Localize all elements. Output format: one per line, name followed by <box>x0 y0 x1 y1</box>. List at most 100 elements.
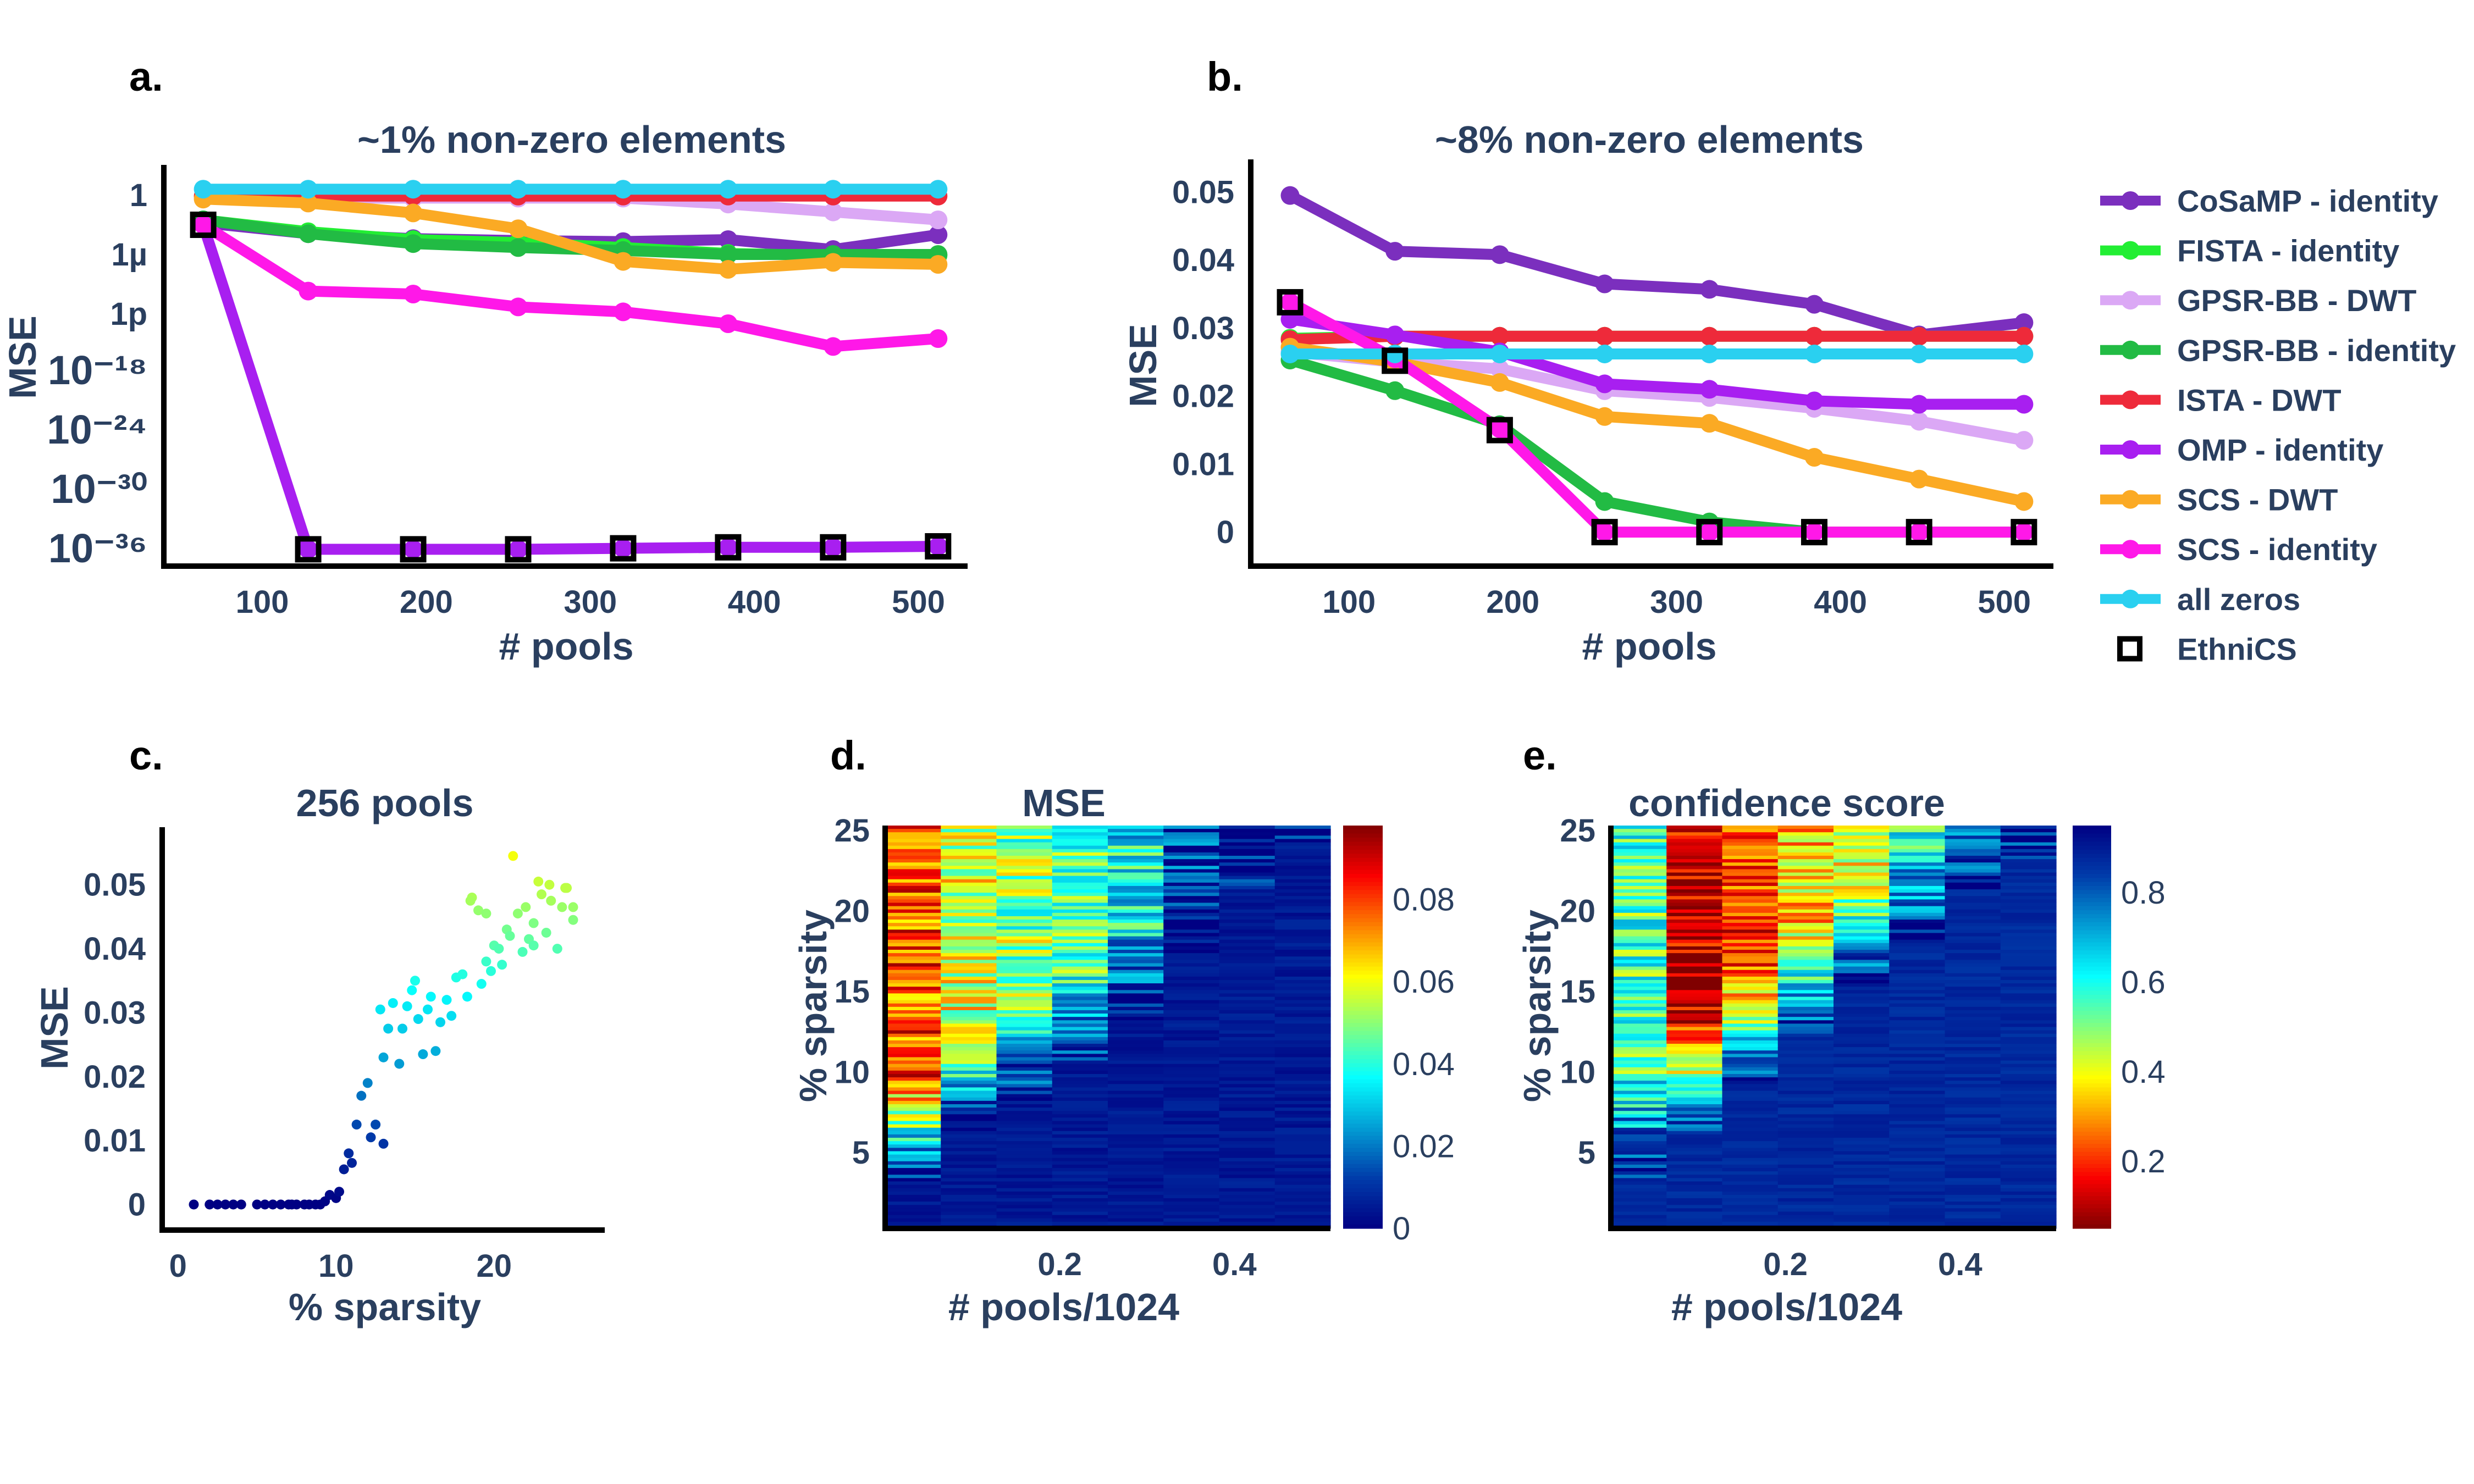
heatmap-cell <box>996 1151 1053 1155</box>
colorbar-segment <box>1343 1075 1383 1080</box>
heatmap-cell <box>1108 1090 1164 1095</box>
heatmap-cell <box>996 933 1053 937</box>
heatmap-cell <box>1666 1054 1723 1058</box>
heatmap-cell <box>1777 1138 1834 1142</box>
heatmap-cell <box>1722 1047 1779 1051</box>
colorbar-segment <box>1343 1039 1383 1044</box>
heatmap-cell <box>885 859 941 863</box>
heatmap-cell <box>941 909 997 913</box>
ethnics-marker <box>610 535 637 562</box>
heatmap-cell <box>1163 1211 1220 1216</box>
heatmap-cell <box>1163 885 1220 890</box>
heatmap-cell <box>1108 1198 1164 1202</box>
heatmap-cell <box>1722 929 1779 934</box>
heatmap-cell <box>1219 1074 1275 1078</box>
heatmap-cell <box>1666 1158 1723 1162</box>
heatmap-cell <box>1777 979 1834 984</box>
heatmap-cell <box>1274 1104 1331 1108</box>
ethnics-marker <box>1591 519 1618 546</box>
heatmap-cell <box>1945 936 2001 940</box>
heatmap-cell <box>1108 1121 1164 1125</box>
heatmap-cell <box>1834 983 1890 987</box>
heatmap-cell <box>996 1175 1053 1178</box>
heatmap-cells <box>1611 826 2057 1229</box>
legend-item-scs-dwt: SCS - DWT <box>2100 483 2338 517</box>
colorbar: 00.020.040.060.08 <box>1343 826 1455 1247</box>
colorbar-segment <box>2073 861 2111 866</box>
heatmap-cell <box>996 953 1053 957</box>
series-point <box>509 219 528 239</box>
heatmap-cell <box>1777 923 1834 927</box>
heatmap-cell <box>1219 876 1275 880</box>
heatmap-cell <box>2000 950 2057 954</box>
heatmap-cell <box>996 1030 1053 1034</box>
colorbar-segment <box>1343 1151 1383 1156</box>
heatmap-cell <box>1722 1067 1779 1071</box>
heatmap-cell <box>1945 859 2001 863</box>
heatmap-cell <box>2000 990 2057 994</box>
heatmap-cell <box>1666 1023 1723 1028</box>
series-point <box>1280 186 1300 205</box>
heatmap-cell <box>1108 1151 1164 1155</box>
heatmap-cell <box>1108 923 1164 927</box>
heatmap-cell <box>1108 1074 1164 1078</box>
heatmap-cell <box>996 960 1053 964</box>
legend-marker <box>2121 440 2140 459</box>
heatmap-cell <box>1889 1030 1946 1034</box>
heatmap-cell <box>1274 862 1331 866</box>
colorbar-segment <box>1343 1055 1383 1060</box>
heatmap-cell <box>1722 1121 1779 1125</box>
scatter-point <box>371 1120 381 1130</box>
panel-label-c: c. <box>129 733 163 778</box>
heatmap-cell <box>1834 909 1890 913</box>
heatmap-cell <box>1945 1108 2001 1111</box>
heatmap-cell <box>941 1144 997 1148</box>
heatmap-cell <box>1777 1208 1834 1212</box>
heatmap-cell <box>1945 1198 2001 1202</box>
heatmap-cell <box>885 1040 941 1044</box>
heatmap-cell <box>1163 912 1220 917</box>
y-tick-label: 0.05 <box>84 867 146 903</box>
heatmap-cell <box>1834 1144 1890 1148</box>
heatmap-cell <box>1219 1181 1275 1186</box>
heatmap-cell <box>1611 1205 1667 1209</box>
heatmap-cell <box>996 855 1053 860</box>
heatmap-cell <box>941 839 997 843</box>
heatmap-cell <box>2000 1151 2057 1155</box>
heatmap-cell <box>1666 1175 1723 1178</box>
heatmap-cell <box>1777 916 1834 920</box>
colorbar-segment <box>2073 1087 2111 1092</box>
heatmap-cell <box>1108 1006 1164 1011</box>
heatmap-cell <box>1219 943 1275 947</box>
colorbar-segment <box>2073 873 2111 878</box>
heatmap-cell <box>2000 906 2057 910</box>
colorbar-segment <box>2073 950 2111 955</box>
heatmap-cell <box>2000 1154 2057 1159</box>
heatmap-cell <box>1889 956 1946 960</box>
heatmap-cell <box>1052 1117 1108 1122</box>
heatmap-cell <box>2000 1047 2057 1051</box>
heatmap-cell <box>1052 1000 1108 1004</box>
heatmap-cell <box>885 849 941 853</box>
heatmap-cell <box>1274 936 1331 940</box>
heatmap-cell <box>885 1198 941 1202</box>
heatmap-cell <box>1722 993 1779 998</box>
heatmap-cell <box>2000 993 2057 998</box>
heatmap-cell <box>1889 1158 1946 1162</box>
heatmap-cell <box>996 1097 1053 1101</box>
heatmap-cell <box>1834 839 1890 843</box>
heatmap-cell <box>1274 1158 1331 1162</box>
heatmap-cell <box>1889 1141 1946 1145</box>
heatmap-cell <box>996 1070 1053 1075</box>
heatmap-cell <box>1052 1090 1108 1095</box>
heatmap-cell <box>1722 1027 1779 1031</box>
heatmap-cell <box>1889 1050 1946 1054</box>
heatmap-cell <box>1889 842 1946 846</box>
heatmap-cell <box>1219 1090 1275 1095</box>
heatmap-cell <box>941 1030 997 1034</box>
heatmap-cell <box>1108 866 1164 870</box>
heatmap-cell <box>1945 1070 2001 1075</box>
heatmap-cell <box>1834 1154 1890 1159</box>
heatmap-cell <box>1889 976 1946 981</box>
heatmap-cell <box>1945 829 2001 833</box>
